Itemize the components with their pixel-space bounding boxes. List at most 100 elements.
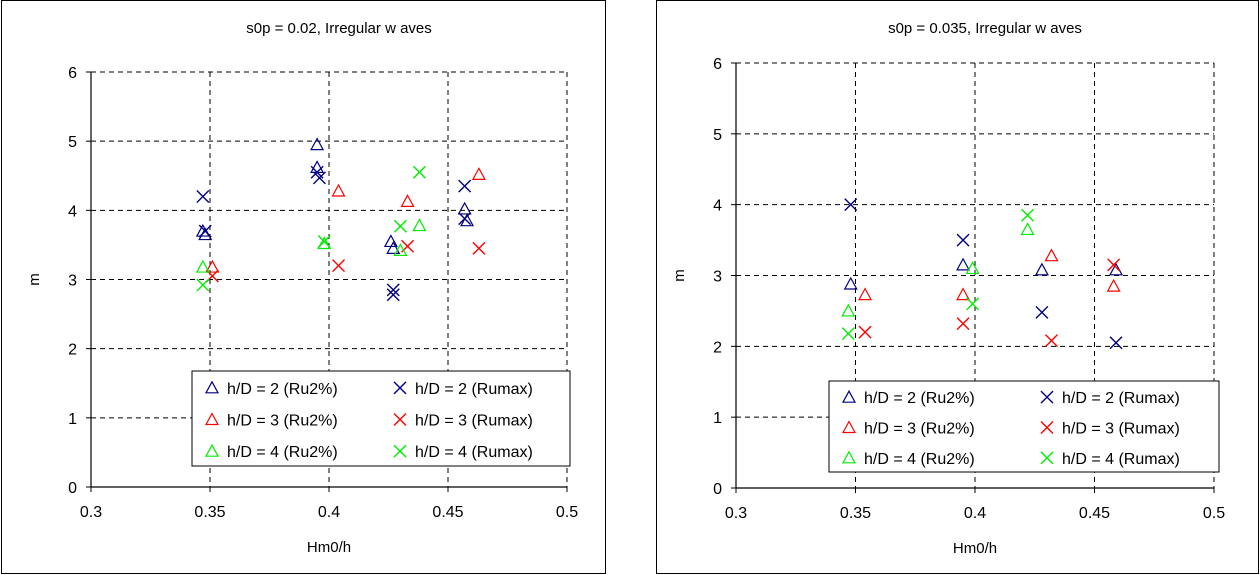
legend-marker-right-4: [841, 450, 857, 464]
point-left-s5-3-stroke-b: [412, 165, 426, 179]
point-right-s5-1: [966, 297, 980, 311]
x-tick-label-left-0: 0.3: [80, 504, 102, 521]
y-tick-label-right-0: 0: [713, 481, 722, 498]
point-right-s1-2-stroke-b: [1035, 305, 1049, 319]
point-left-s1-5-stroke-b: [386, 288, 400, 302]
point-right-s0-2: [1034, 262, 1049, 276]
point-left-s1-4-stroke-b: [386, 283, 400, 297]
point-right-s0-1: [956, 257, 971, 271]
point-left-s4-2: [393, 243, 408, 257]
point-right-s4-0: [841, 303, 856, 317]
legend-marker-left-2: [204, 412, 220, 426]
point-left-s3-3: [472, 241, 486, 255]
x-tick-label-left-1: 0.35: [194, 504, 225, 521]
point-right-s1-0: [844, 198, 858, 212]
legend-label-left-2: h/D = 3 (Ru2%): [227, 413, 338, 430]
legend-label-left-0: h/D = 2 (Ru2%): [227, 381, 338, 398]
point-right-s5-2: [1021, 208, 1035, 222]
legend-marker-right-5: [1040, 451, 1054, 465]
legend-marker-left-5: [393, 444, 407, 458]
point-left-s2-1: [331, 183, 346, 197]
point-right-s3-2: [1044, 334, 1058, 348]
y-axis-label-left: m: [26, 273, 43, 286]
point-left-s5-3: [412, 165, 426, 179]
legend-marker-right-3: [1040, 421, 1054, 434]
y-tick-label-left-3: 3: [68, 273, 77, 290]
y-tick-label-right-3: 3: [713, 269, 722, 286]
series-left-1: [196, 165, 472, 302]
legend-marker-right-1: [1040, 390, 1054, 404]
point-left-s1-5: [386, 288, 400, 302]
legend-marker-right-5-stroke-b: [1040, 451, 1054, 465]
y-tick-label-left-5: 5: [68, 134, 77, 151]
y-tick-label-left-0: 0: [68, 480, 77, 497]
legend-right: h/D = 2 (Ru2%) h/D = 2 (Rumax) h/D = 3 (Ru…: [828, 380, 1220, 473]
y-tick-label-left-4: 4: [68, 203, 77, 220]
y-tick-label-left-1: 1: [68, 411, 77, 428]
series-right-4: [841, 222, 1035, 317]
x-tick-label-left-2: 0.4: [318, 504, 340, 521]
point-right-s5-0: [841, 327, 855, 341]
series-right-2: [858, 248, 1121, 301]
x-tick-label-right-3: 0.45: [1079, 505, 1110, 522]
point-right-s1-3: [1109, 336, 1123, 350]
legend-left: h/D = 2 (Ru2%) h/D = 2 (Rumax) h/D = 3 (Ru…: [191, 370, 571, 467]
point-left-s1-3: [312, 171, 326, 185]
legend-marker-right-1-stroke-b: [1040, 390, 1054, 404]
legend-marker-right-2: [841, 420, 857, 434]
point-left-s0-5: [386, 241, 401, 254]
chart-title-right: s0p = 0.035, Irregular w aves: [888, 20, 1082, 37]
x-axis-label-right: Hm0/h: [953, 540, 997, 557]
legend-box-right: [828, 380, 1220, 473]
legend-box-left: [191, 370, 571, 467]
chart-title-left: s0p = 0.02, Irregular w aves: [246, 20, 432, 37]
point-right-s5-1-stroke-b: [966, 297, 980, 311]
point-right-s5-0-stroke-b: [841, 327, 855, 341]
point-left-s3-1: [332, 259, 346, 273]
legend-label-left-3: h/D = 3 (Rumax): [415, 413, 533, 430]
point-right-s3-1-stroke-b: [956, 317, 970, 331]
point-right-s2-3: [1106, 278, 1121, 292]
point-right-s1-1-stroke-b: [956, 233, 970, 247]
point-left-s2-3: [471, 167, 486, 180]
legend-label-right-0: h/D = 2 (Ru2%): [864, 390, 975, 407]
x-axis-label-left: Hm0/h: [307, 539, 351, 556]
series-left-4: [195, 218, 427, 273]
point-right-s3-0: [858, 325, 872, 339]
y-tick-label-right-5: 5: [713, 127, 722, 144]
series-left-5: [196, 165, 426, 292]
legend-label-left-5: h/D = 4 (Rumax): [415, 444, 533, 461]
point-left-s0-2: [310, 137, 325, 151]
series-right-3: [858, 258, 1121, 348]
point-right-s1-2: [1035, 305, 1049, 319]
point-right-s4-2: [1020, 222, 1035, 236]
scatter-chart-left: s0p = 0.02, Irregular w aves 0 1 2 3 4 5 6 0.3 0.…: [26, 20, 578, 556]
point-right-s0-3: [1108, 262, 1124, 276]
series-left-2: [205, 167, 486, 273]
legend-marker-left-4: [204, 443, 220, 457]
scatter-chart-right: s0p = 0.035, Irregular w aves 0 1 2 3 4 5 6 0.3 0…: [671, 20, 1225, 557]
point-right-s3-0-stroke-b: [858, 325, 872, 339]
point-right-s5-2-stroke-b: [1021, 208, 1035, 222]
point-left-s4-0: [195, 259, 210, 273]
point-left-s3-1-stroke-b: [332, 259, 346, 273]
point-left-s1-6: [458, 179, 472, 193]
point-left-s1-7-stroke-b: [458, 212, 472, 226]
point-left-s3-3-stroke-b: [472, 241, 486, 255]
series-right-1: [844, 198, 1123, 350]
point-left-s5-0-stroke-b: [196, 278, 210, 292]
point-left-s5-1: [317, 234, 331, 248]
y-tick-label-right-6: 6: [713, 56, 722, 73]
x-tick-label-right-0: 0.3: [725, 505, 747, 522]
point-left-s1-0: [196, 190, 210, 203]
y-tick-label-left-2: 2: [68, 342, 77, 359]
point-left-s1-3-stroke-b: [312, 171, 326, 185]
y-tick-label-right-2: 2: [713, 339, 722, 356]
x-tick-label-right-4: 0.5: [1203, 505, 1225, 522]
legend-label-right-4: h/D = 4 (Ru2%): [864, 451, 975, 468]
x-tick-label-right-2: 0.4: [964, 505, 986, 522]
series-right-0: [843, 257, 1124, 290]
legend-marker-left-1-stroke-b: [393, 381, 407, 395]
point-left-s4-1: [317, 236, 332, 250]
legend-label-right-3: h/D = 3 (Rumax): [1062, 421, 1180, 438]
